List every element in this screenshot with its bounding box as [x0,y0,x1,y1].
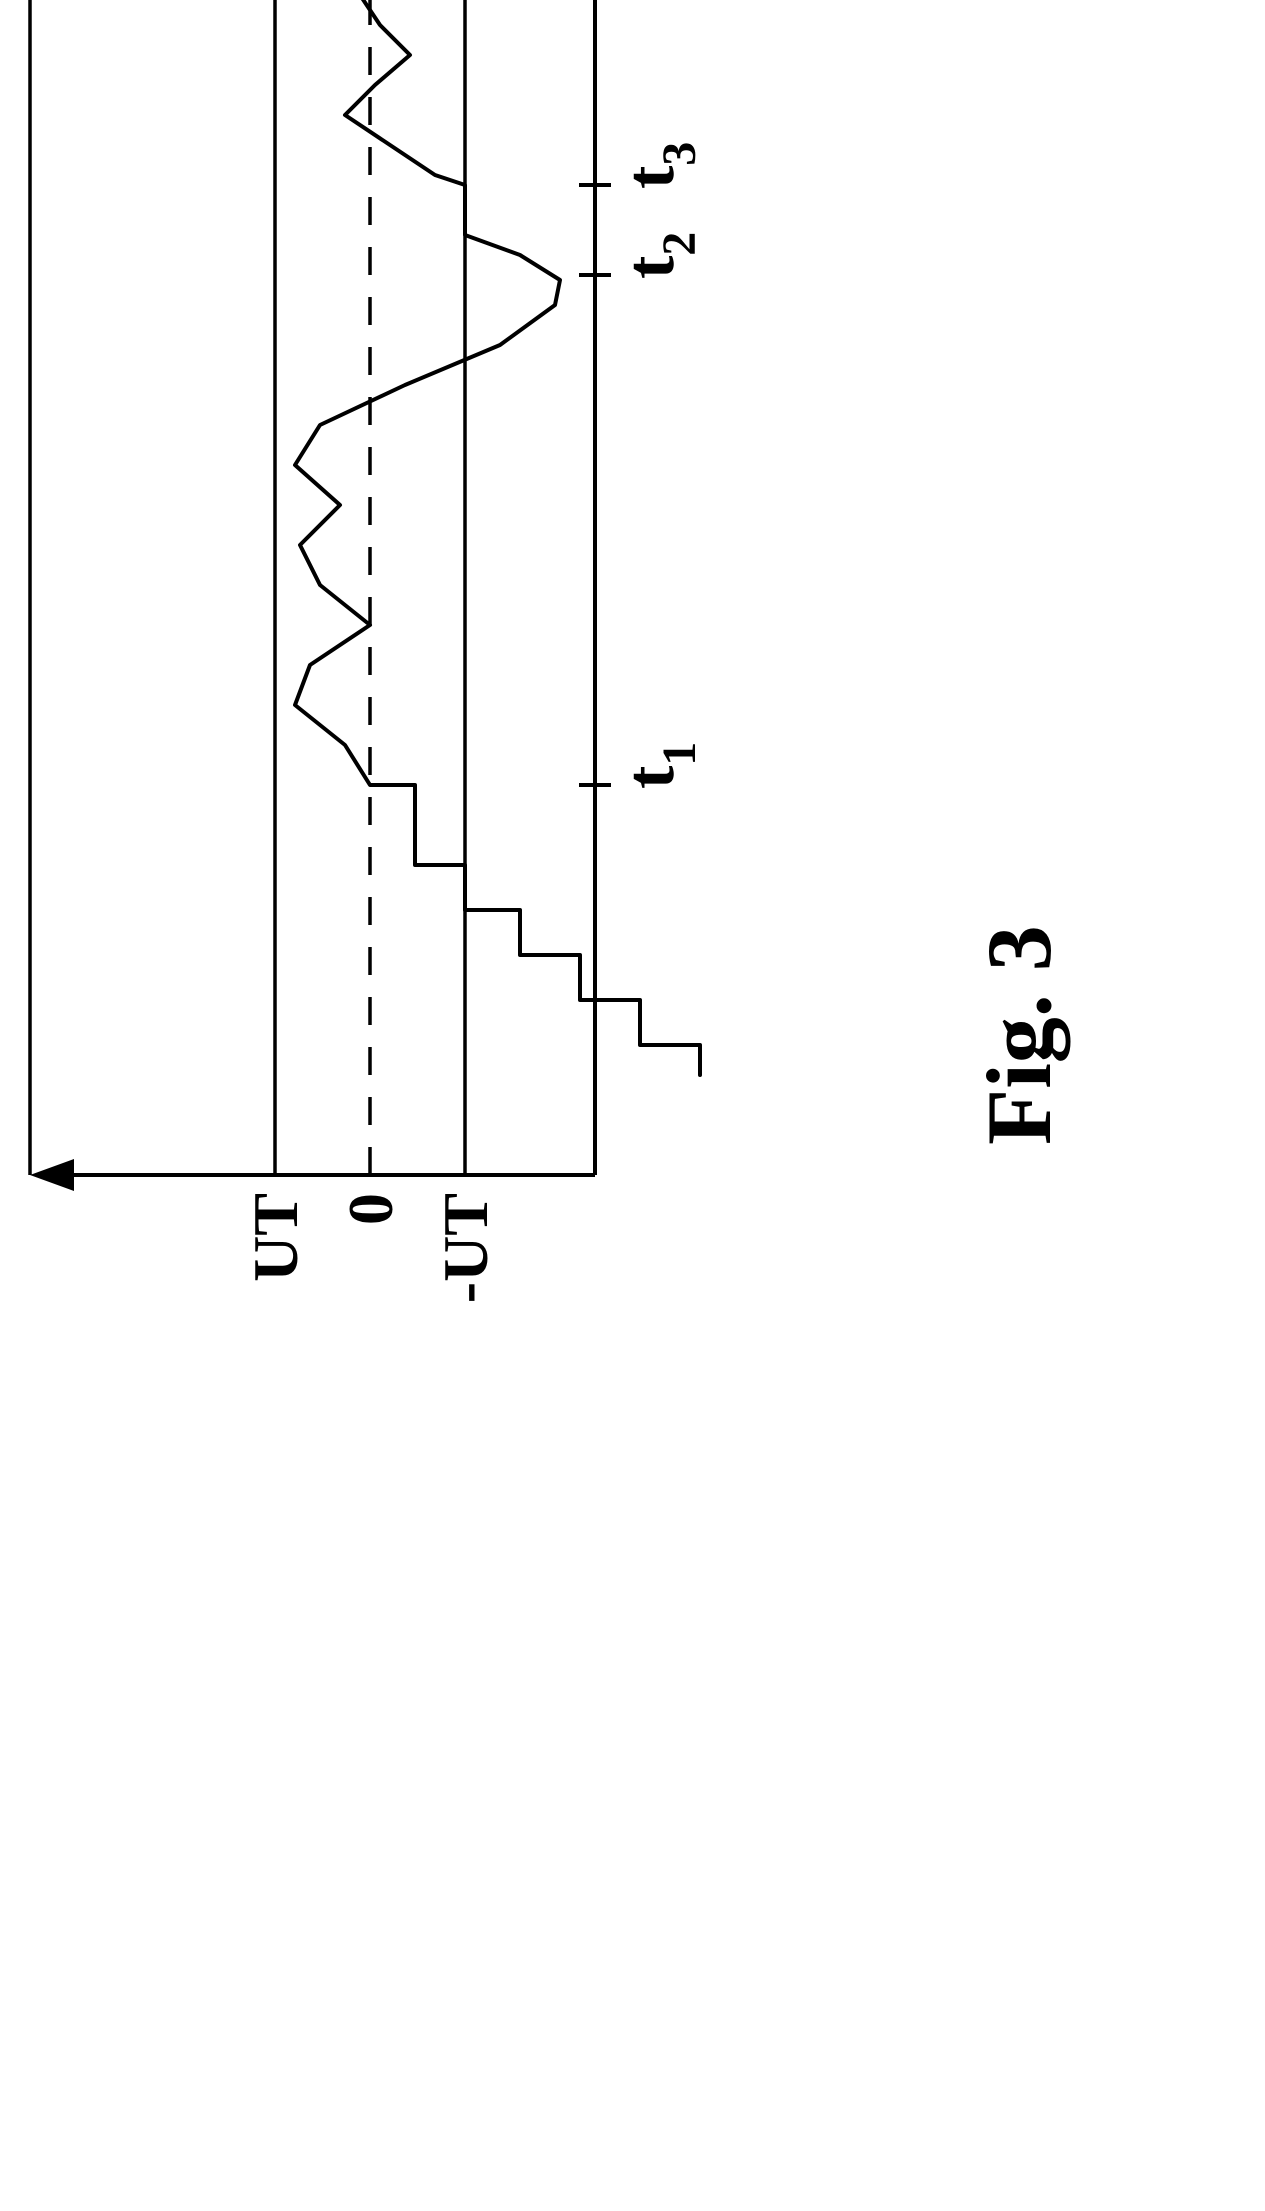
y-axis-label-zero: 0 [335,1193,406,1225]
x-tick-label-t3: t3 [612,142,706,189]
plot-rotated-group: UT0-UTt1t2t3t4t5tFig. 3 [30,0,1070,1303]
figure-caption: Fig. 3 [968,925,1070,1145]
y-axis-label-UT_neg: -UT [430,1193,501,1303]
figure-container: UT0-UTt1t2t3t4t5tFig. 3 [0,0,1265,2211]
figure-svg: UT0-UTt1t2t3t4t5tFig. 3 [0,0,1265,2211]
x-tick-label-t1: t1 [612,742,706,789]
x-tick-label-t2: t2 [612,232,706,279]
y-axis-arrowhead [30,1159,74,1191]
y-axis-label-UT_pos: UT [240,1193,311,1282]
